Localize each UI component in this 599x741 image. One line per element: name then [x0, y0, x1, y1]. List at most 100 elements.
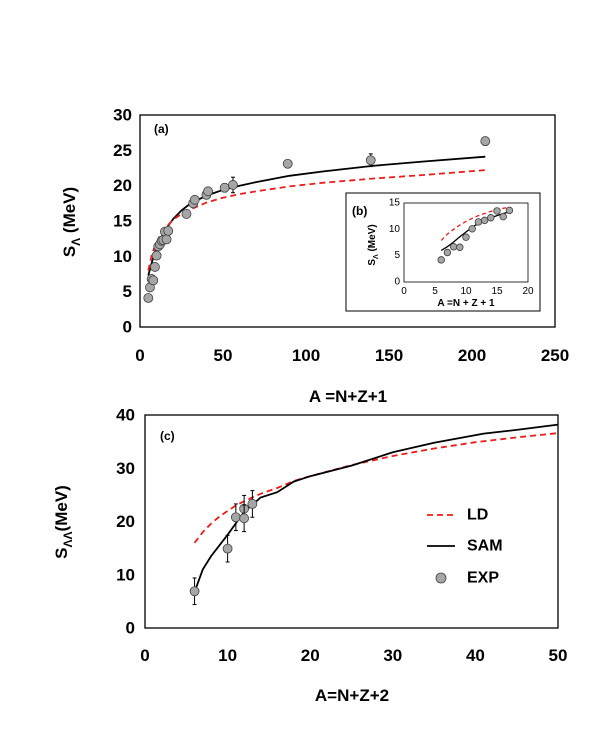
panel-b-exp-point	[449, 243, 458, 251]
panel-c-y-tick-label: 30	[116, 459, 135, 478]
panel-a-x-axis-label: A =N+Z+1	[309, 387, 387, 406]
panel-a-exp-point	[282, 158, 293, 169]
panel-c-frame	[144, 414, 559, 629]
panel-c-plot	[189, 423, 559, 606]
panel-a-exp-point	[480, 136, 491, 147]
panel-c-ld-curve	[193, 432, 559, 544]
panel-a-y-tick-label: 0	[123, 318, 132, 337]
panel-a-y-tick-label: 10	[113, 247, 132, 266]
panel-a-exp-point	[148, 275, 159, 286]
panel-a-x-tick-label: 50	[214, 346, 233, 365]
legend-sam-label: SAM	[467, 538, 503, 555]
panel-b-y-tick-label: 5	[394, 250, 400, 261]
panel-b-inset: 0 5 10 15 20 0 5 10 15 (b) A =N + Z + 1 SΛ (MeV)	[345, 192, 541, 312]
panel-b-y-tick-label: 10	[389, 224, 401, 235]
panel-b-exp-point	[493, 207, 501, 215]
panel-b-exp-point	[487, 214, 495, 222]
panel-c-x-tick-label: 10	[218, 646, 237, 665]
panel-a-exp-point	[163, 225, 174, 236]
panel-a-y-tick-label: 30	[113, 106, 132, 125]
panel-c-y-tick-label: 20	[116, 512, 135, 531]
panel-a-exp-point	[203, 186, 213, 197]
panel-b-x-tick-label: 10	[460, 286, 472, 297]
panel-c-exp-point	[230, 512, 241, 523]
panel-b-y-axis-label: SΛ (MeV)	[367, 224, 380, 265]
panel-b-label: (b)	[352, 204, 367, 218]
panel-a-y-tick-label: 25	[113, 141, 132, 160]
panel-a-y-tick-label: 15	[113, 212, 132, 231]
panel-a-y-axis-label-main: S	[60, 246, 79, 257]
panel-c-exp-point	[222, 543, 233, 554]
panel-c-tick-labels: 0 10 20 30 40 50 0 10 20 30 40	[116, 406, 567, 666]
panel-c-y-axis-label-main: S	[52, 547, 71, 558]
panel-c-y-axis-label-unit: (MeV)	[52, 485, 71, 531]
panel-b-exp-point	[474, 218, 483, 226]
panel-a-exp-point	[150, 262, 160, 272]
panel-b-y-tick-label: 0	[394, 277, 400, 288]
panel-a-exp-point	[161, 234, 172, 245]
panel-a-y-axis-label-unit: (MeV)	[60, 187, 79, 238]
legend-exp-swatch	[435, 572, 447, 584]
panel-b-exp-point	[505, 206, 514, 215]
panel-a-y-axis-label: SΛ (MeV)	[60, 187, 83, 257]
panel-b-exp-point	[468, 225, 476, 233]
panel-b-exp-point	[443, 248, 452, 257]
panel-a-x-tick-label: 0	[135, 346, 144, 365]
panel-c-label: (c)	[160, 429, 175, 443]
panel-a-exp-point	[181, 209, 192, 219]
panel-b-exp-point	[499, 212, 507, 221]
panel-b-sam-curve	[440, 211, 510, 251]
panel-c-sam-curve	[193, 423, 559, 593]
panel-b-x-tick-label: 5	[432, 286, 438, 297]
panel-a-x-tick-label: 200	[458, 346, 486, 365]
panel-b-x-tick-label: 0	[401, 286, 407, 297]
panel-c-legend: LD SAM EXP	[427, 507, 503, 587]
panel-a-exp-point	[189, 194, 200, 205]
panel-c-x-tick-label: 20	[301, 646, 320, 665]
panel-a-exp-point	[151, 250, 162, 261]
panel-c-y-axis-label: SΛΛ(MeV)	[52, 485, 75, 559]
panel-a-y-tick-label: 5	[123, 282, 132, 301]
panel-c-exp-point	[189, 586, 200, 597]
panel-c-y-tick-label: 10	[116, 565, 135, 584]
panel-c-x-tick-label: 0	[140, 646, 149, 665]
panel-a-y-tick-label: 20	[113, 176, 132, 195]
panel-a-x-tick-label: 100	[292, 346, 320, 365]
panel-a-plot	[143, 136, 491, 303]
panel-a-x-tick-label: 150	[375, 346, 403, 365]
panel-c-y-tick-label: 40	[116, 406, 135, 425]
panel-b-exp-point	[462, 233, 470, 241]
panel-c-exp-point	[247, 499, 258, 509]
panel-c-x-axis-label: A=N+Z+2	[315, 686, 389, 705]
legend-ld-label: LD	[467, 507, 488, 524]
panel-a-y-axis-label-subscript: Λ	[69, 238, 83, 246]
panel-b-plot	[437, 206, 514, 264]
panel-b-y-axis-label-unit: (MeV)	[367, 224, 378, 254]
panel-c: 0 10 20 30 40 50 0 10 20 30 40 (c) A=N+Z+2 SΛΛ(MeV…	[52, 406, 567, 706]
panel-a-exp-point	[365, 155, 376, 166]
panel-b-tick-labels: 0 5 10 15 20 0 5 10 15	[389, 198, 534, 298]
panel-c-x-tick-label: 30	[383, 646, 402, 665]
panel-b-y-axis-label-main: S	[367, 259, 378, 266]
panel-b-x-axis-label: A =N + Z + 1	[437, 298, 495, 309]
panel-c-x-tick-label: 40	[466, 646, 485, 665]
panel-b-exp-point	[480, 216, 489, 225]
panel-c-x-tick-label: 50	[549, 646, 568, 665]
panel-b-x-tick-label: 15	[491, 286, 503, 297]
panel-c-y-axis-label-subscript: ΛΛ	[61, 531, 75, 547]
panel-a-x-tick-label: 250	[541, 346, 569, 365]
panel-b-y-axis-label-subscript: Λ	[373, 254, 380, 259]
panel-c-y-tick-label: 0	[126, 619, 135, 638]
panel-b-y-tick-label: 15	[389, 198, 401, 209]
panel-c-exp-point	[239, 513, 250, 524]
panel-b-x-tick-label: 20	[522, 286, 534, 297]
panel-b-plot-area	[403, 202, 529, 283]
panel-a-exp-point	[228, 180, 238, 190]
legend-exp-label: EXP	[467, 570, 499, 587]
panel-b-exp-point	[456, 243, 464, 251]
panel-a-exp-point	[143, 293, 154, 303]
panel-a-label: (a)	[154, 122, 169, 136]
panel-a-exp-point	[219, 182, 230, 193]
